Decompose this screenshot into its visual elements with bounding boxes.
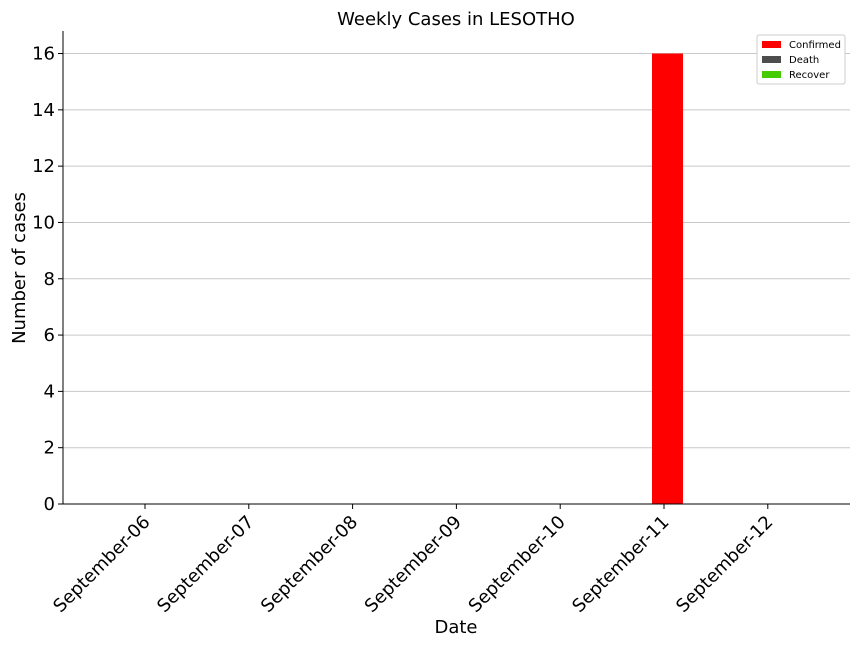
x-tick-label: September-06 — [49, 512, 154, 617]
bar-confirmed-september-11 — [652, 53, 683, 505]
x-axis-title: Date — [434, 617, 477, 638]
axes — [62, 31, 850, 505]
x-axis-ticks: September-06September-07September-08Sept… — [49, 504, 777, 617]
y-tick-label: 16 — [32, 44, 55, 65]
x-tick-label: September-10 — [465, 512, 570, 617]
y-tick-label: 6 — [44, 325, 55, 346]
y-axis-ticks: 0 2 4 6 8 10 12 14 16 — [32, 44, 63, 515]
y-tick-label: 4 — [44, 381, 55, 402]
chart-title: Weekly Cases in LESOTHO — [337, 9, 575, 30]
x-tick-label: September-07 — [153, 512, 258, 617]
gridlines — [63, 53, 850, 449]
x-tick-label: September-12 — [672, 512, 777, 617]
x-tick-label: September-09 — [361, 512, 466, 617]
legend-swatch-recover — [762, 71, 781, 78]
legend-items: Confirmed Death Recover — [762, 40, 841, 81]
y-tick-label: 0 — [44, 494, 55, 515]
legend: Confirmed Death Recover — [756, 34, 846, 85]
legend-label-confirmed: Confirmed — [789, 40, 841, 51]
legend-label-recover: Recover — [789, 70, 830, 81]
y-tick-label: 2 — [44, 438, 55, 459]
y-tick-label: 8 — [44, 269, 55, 290]
legend-label-death: Death — [789, 55, 819, 66]
x-tick-label: September-11 — [568, 512, 673, 617]
legend-swatch-confirmed — [762, 41, 781, 48]
bars — [652, 53, 683, 505]
y-tick-label: 14 — [32, 100, 55, 121]
x-tick-label: September-08 — [257, 512, 362, 617]
legend-swatch-death — [762, 56, 781, 63]
y-tick-label: 12 — [32, 156, 55, 177]
y-tick-label: 10 — [32, 212, 55, 233]
y-axis-title: Number of cases — [9, 192, 30, 344]
